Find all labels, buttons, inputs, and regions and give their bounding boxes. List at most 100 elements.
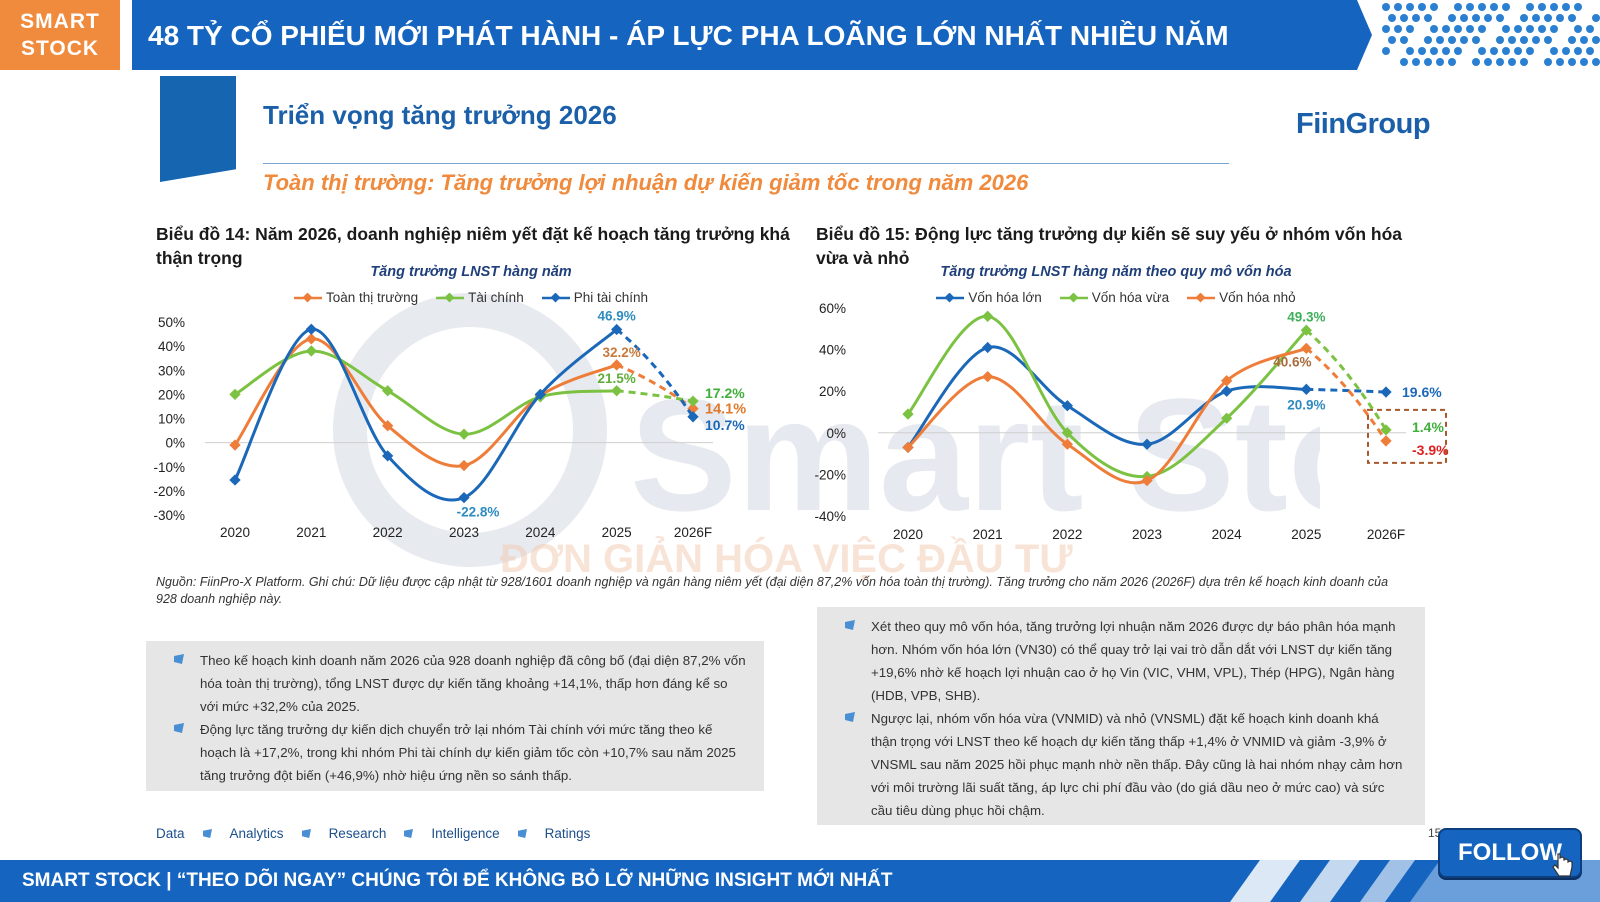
data-point: [687, 395, 699, 407]
dot-mark: [1430, 3, 1438, 11]
chart15-title: Tăng trưởng LNST hàng năm theo quy mô vố…: [940, 264, 1292, 280]
y-tick-label: 30%: [158, 363, 185, 378]
x-tick-label: 2025: [1291, 527, 1321, 542]
data-point: [1380, 386, 1392, 398]
dot-mark: [1430, 47, 1438, 55]
dot-mark: [1556, 58, 1564, 66]
header-banner: [132, 0, 1372, 70]
x-tick-label: 2024: [1212, 527, 1243, 542]
dot-mark: [1454, 47, 1462, 55]
data-label: 46.9%: [598, 308, 636, 323]
dot-mark: [1466, 25, 1474, 33]
y-tick-label: -20%: [814, 467, 846, 482]
brand-badge: SMART STOCK: [0, 0, 120, 70]
dot-mark: [1412, 58, 1420, 66]
legend-item: Vốn hóa nhỏ: [1187, 290, 1296, 305]
dot-mark: [1460, 14, 1468, 22]
data-point: [534, 388, 546, 401]
dot-mark: [1442, 25, 1450, 33]
dot-mark: [1568, 58, 1576, 66]
y-tick-label: 50%: [158, 315, 185, 330]
dot-mark: [1454, 25, 1462, 33]
dot-mark: [1538, 25, 1546, 33]
dot-mark: [1526, 3, 1534, 11]
data-point: [382, 450, 394, 462]
legend-label: Vốn hóa vừa: [1091, 290, 1170, 305]
dot-mark: [1508, 36, 1516, 44]
x-tick-label: 2020: [893, 527, 923, 542]
bottom-call-to-action: SMART STOCK | “THEO DÕI NGAY” CHÚNG TÔI …: [22, 870, 893, 891]
dot-mark: [1382, 3, 1390, 11]
section-subtitle: Toàn thị trường: Tăng trưởng lợi nhuận d…: [263, 170, 1029, 195]
watermark-text: Smart Stock: [630, 365, 1320, 544]
y-tick-label: 40%: [158, 339, 185, 354]
y-tick-label: 40%: [819, 343, 846, 358]
chart15-plot: 60% 40% 20% 0% -20% -40% 2020 2021 2022 2023 2024 2…: [814, 301, 1449, 542]
footer-link-intelligence[interactable]: Intelligence: [431, 826, 500, 841]
data-label: 19.6%: [1402, 384, 1442, 400]
dot-mark: [1466, 3, 1474, 11]
data-label: 49.3%: [1287, 309, 1325, 324]
dot-mark: [1562, 47, 1570, 55]
footer-link-research[interactable]: Research: [328, 826, 387, 841]
chart15-caption: Biểu đồ 15: Động lực tăng trưởng dự kiến…: [816, 224, 1403, 268]
data-point: [611, 359, 623, 371]
data-point: [982, 370, 994, 383]
data-point: [902, 408, 914, 420]
data-label: 17.2%: [705, 385, 745, 401]
watermark: Smart Stock ĐƠN GIẢN HÓA VIỆC ĐẦU TƯ: [333, 293, 1320, 581]
series-forecast-line: [1306, 387, 1387, 394]
brand-line2: STOCK: [20, 37, 100, 60]
dot-mark: [1436, 36, 1444, 44]
data-point: [1221, 385, 1233, 397]
dot-mark: [1460, 36, 1468, 44]
dot-mark: [1406, 47, 1414, 55]
bullet-icon: [845, 712, 855, 722]
dot-mark: [1448, 36, 1456, 44]
dot-mark: [1538, 3, 1546, 11]
dot-mark: [1496, 14, 1504, 22]
dot-mark: [1448, 58, 1456, 66]
dot-mark: [1502, 25, 1510, 33]
source-note: Nguồn: FiinPro-X Platform. Ghi chú: Dữ l…: [156, 575, 1389, 606]
bullet-icon: [517, 829, 527, 838]
dot-mark: [1454, 3, 1462, 11]
data-point: [982, 341, 994, 354]
legend-item: Toàn thị trường: [293, 290, 418, 305]
dot-mark: [1490, 3, 1498, 11]
y-tick-label: 60%: [819, 301, 846, 316]
data-label: -3.9%: [1412, 442, 1449, 458]
dot-mark: [1400, 58, 1408, 66]
dot-mark: [1514, 47, 1522, 55]
dot-mark: [1574, 3, 1582, 11]
y-tick-label: 10%: [158, 412, 185, 427]
footer-link-analytics[interactable]: Analytics: [229, 826, 284, 841]
series-forecast-line: [1305, 347, 1388, 442]
notes-left-box: Theo kế hoạch kinh doanh năm 2026 của 92…: [146, 641, 764, 791]
x-tick-label: 2021: [296, 525, 326, 540]
note-text: Theo kế hoạch kinh doanh năm 2026 của 92…: [200, 653, 746, 714]
dot-mark: [1436, 58, 1444, 66]
dot-mark: [1520, 58, 1528, 66]
legend-label: Vốn hóa lớn: [968, 290, 1042, 305]
dot-mark: [1448, 14, 1456, 22]
dot-mark: [1508, 58, 1516, 66]
data-label: 20.9%: [1287, 397, 1325, 412]
series-forecast-line: [616, 363, 694, 410]
bullet-icon: [845, 620, 855, 630]
dot-mark: [1592, 58, 1600, 66]
series-line: [233, 337, 618, 468]
footer-link-ratings[interactable]: Ratings: [544, 826, 591, 841]
dot-mark: [1592, 36, 1600, 44]
section-title: Triển vọng tăng trưởng 2026: [263, 100, 617, 130]
data-label: 10.7%: [705, 417, 745, 433]
data-point: [305, 333, 317, 345]
footer-link-data[interactable]: Data: [156, 826, 185, 841]
legend-item: Vốn hóa vừa: [1059, 290, 1170, 305]
dot-mark: [1472, 58, 1480, 66]
dot-mark: [1382, 47, 1390, 55]
data-point: [982, 310, 994, 322]
dot-mark: [1568, 14, 1576, 22]
watermark-tagline: ĐƠN GIẢN HÓA VIỆC ĐẦU TƯ: [500, 535, 1073, 581]
chart14-plot: 50% 40% 30% 20% 10% 0% -10% -20% -30% 2020 2021 202…: [153, 308, 746, 540]
